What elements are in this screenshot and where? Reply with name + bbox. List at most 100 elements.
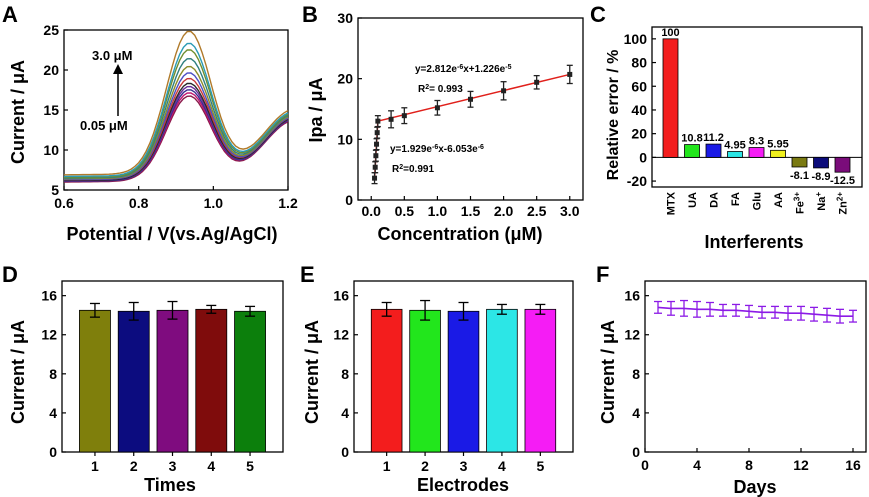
panel-letter: D	[2, 262, 18, 287]
y-tick-label: 12	[41, 327, 57, 343]
x-tick-label: 1	[383, 458, 391, 474]
y-axis-label: Relative error / %	[605, 50, 622, 181]
x-tick-label: 0	[641, 457, 649, 473]
y-tick-label: 100	[624, 31, 648, 47]
cv-curve	[64, 65, 289, 180]
bar-value-label: 10.8	[681, 133, 702, 145]
x-axis-label: Concentration (μM)	[378, 224, 543, 244]
y-tick-label: 16	[333, 288, 349, 304]
y-tick-label: 10	[337, 131, 353, 147]
panel-letter: F	[596, 262, 609, 287]
bar	[486, 308, 518, 453]
x-tick-label: 4	[207, 458, 215, 474]
x-tick-label: 2	[421, 458, 429, 474]
fit-equation-lower: y=1.929e-6x-6.053e-6	[390, 144, 484, 156]
x-tick-label: 2.5	[527, 203, 547, 219]
plot-area	[63, 29, 289, 191]
data-point	[501, 88, 507, 94]
y-tick-label: 4	[632, 405, 640, 421]
cv-curve	[64, 57, 289, 179]
bar-value-label: 8.3	[749, 136, 764, 148]
category-label: Zn2+	[835, 192, 850, 215]
x-tick-label: 12	[793, 457, 809, 473]
plot-area	[357, 17, 584, 201]
bar	[447, 310, 480, 453]
x-tick-label: 8	[745, 457, 753, 473]
y-tick-label: 5	[51, 182, 59, 198]
x-tick-label: 5	[246, 458, 254, 474]
x-tick-label: 1	[91, 458, 99, 474]
x-tick-label: 5	[536, 458, 544, 474]
bar-value-label: -8.1	[790, 170, 809, 182]
bar-value-label: 4.95	[724, 140, 745, 152]
plot-area	[353, 280, 574, 456]
y-tick-label: 0	[49, 444, 57, 460]
x-tick-label: 3	[169, 458, 177, 474]
x-tick-label: 0.5	[395, 203, 415, 219]
panel-f: F 0 4 8 12 16 0 4 8 12 16 Days Current / μA	[596, 262, 867, 497]
bar	[791, 156, 808, 168]
y-axis-label: Ipa / μA	[306, 77, 326, 142]
bar	[813, 156, 829, 169]
y-tick-label: 0	[345, 192, 353, 208]
y-tick-label: 12	[624, 327, 640, 343]
y-tick-label: 12	[333, 327, 349, 343]
category-label: Glu	[752, 192, 764, 210]
bar	[195, 308, 228, 453]
annotation-low: 0.05 μM	[80, 118, 128, 133]
fit-r2-lower: R2=0.991	[392, 164, 434, 176]
y-tick-labels: -20 0 20 40 60 80 100	[624, 31, 648, 189]
data-point	[372, 164, 378, 170]
y-tick-labels: 0 10 20 30	[337, 10, 353, 208]
y-tick-label: 4	[49, 405, 57, 421]
y-tick-label: 25	[43, 22, 59, 38]
y-tick-labels: 0 4 8 12 16	[41, 288, 57, 460]
y-tick-label: -20	[627, 173, 647, 189]
x-axis-label: Days	[733, 477, 776, 497]
cv-curve	[64, 30, 289, 176]
panel-letter: A	[2, 2, 18, 27]
x-tick-label: 0.6	[54, 195, 74, 211]
x-tick-labels: 1 2 3 4 5	[91, 458, 254, 474]
annotation-high: 3.0 μM	[92, 48, 132, 63]
trend-arrow-head	[113, 64, 123, 74]
x-category-labels: MTX UA DA FA Glu AA Fe3+ Na+ Zn2+	[666, 191, 850, 215]
x-tick-label: 3.0	[560, 203, 580, 219]
panel-letter: B	[302, 2, 318, 27]
cv-curve	[64, 89, 289, 182]
y-tick-label: 0	[632, 444, 640, 460]
cv-curve	[64, 95, 289, 183]
plot-area	[644, 280, 867, 453]
y-tick-label: 20	[43, 62, 59, 78]
y-tick-label: 0	[639, 149, 647, 165]
bar	[524, 308, 557, 453]
y-tick-label: 4	[341, 405, 349, 421]
y-tick-label: 0	[341, 444, 349, 460]
bar	[748, 147, 765, 158]
data-point	[388, 116, 394, 122]
bar-value-label: -8.9	[812, 171, 831, 183]
x-tick-labels: 0.6 0.8 1.0 1.2	[54, 195, 298, 211]
y-tick-labels: 0 4 8 12 16	[333, 288, 349, 460]
category-label: AA	[773, 192, 785, 208]
bar	[79, 309, 111, 453]
bar	[770, 149, 786, 158]
data-point	[374, 141, 380, 147]
data-point	[434, 105, 440, 111]
panel-a: A 0.6 0.8 1.0 1.2 5 10 15 20 25 Potential / V(v…	[2, 2, 298, 244]
y-axis-label: Current / μA	[8, 60, 28, 164]
y-tick-label: 8	[632, 366, 640, 382]
x-tick-labels: 0 4 8 12 16	[641, 457, 861, 473]
x-tick-label: 16	[845, 457, 861, 473]
cv-curve	[64, 72, 289, 181]
y-axis-label: Current / μA	[598, 320, 618, 424]
y-tick-labels: 0 4 8 12 16	[624, 288, 640, 460]
panel-letter: C	[590, 2, 606, 27]
x-tick-labels: 0.0 0.5 1.0 1.5 2.0 2.5 3.0	[362, 203, 580, 219]
plot-area	[61, 280, 284, 456]
y-tick-labels: 5 10 15 20 25	[43, 22, 59, 198]
panel-b: B 0.0 0.5 1.0 1.5 2.0 2.5 3.0 0 10 20 30 Concentr…	[302, 2, 584, 244]
bar	[234, 310, 266, 453]
